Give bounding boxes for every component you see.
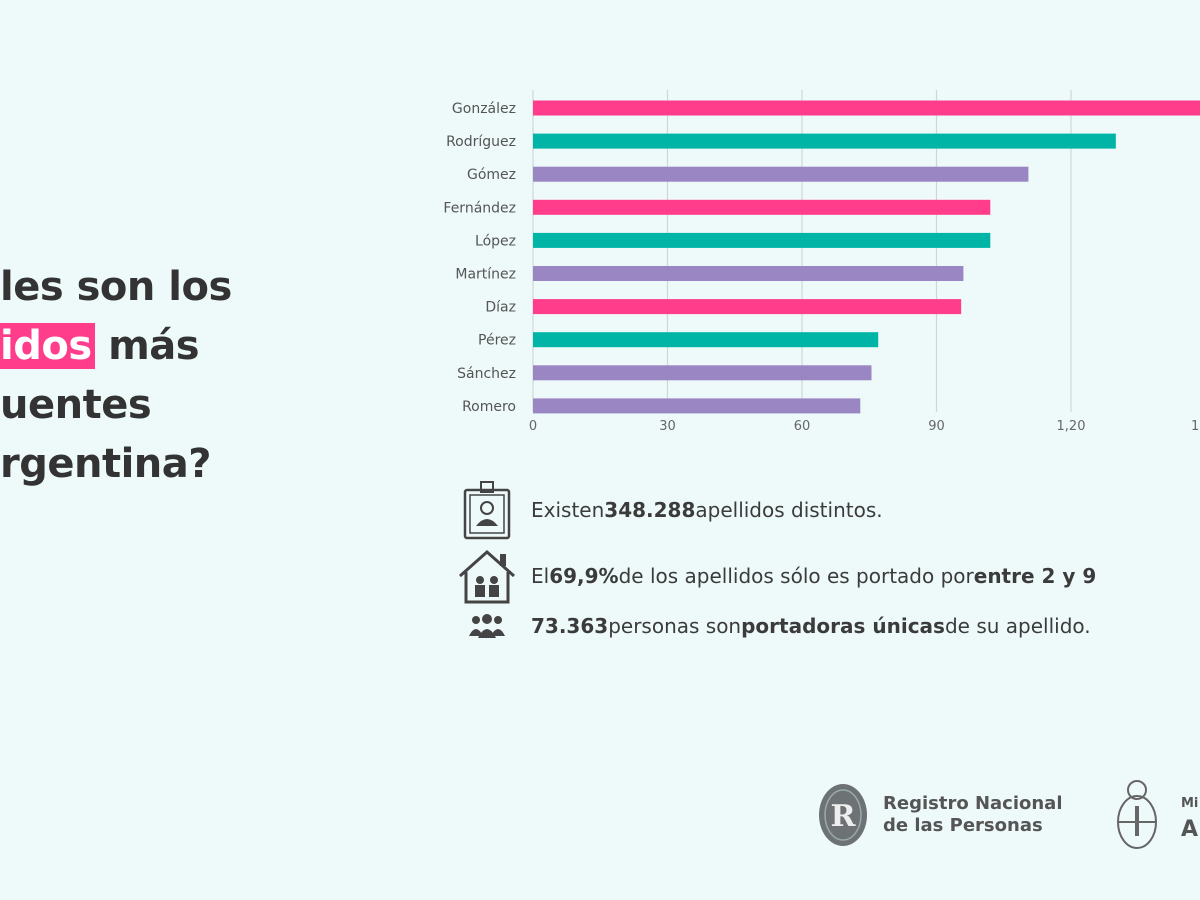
headline-line-2: idos más <box>0 317 232 376</box>
bar-díaz <box>533 299 962 315</box>
bar-fernández <box>533 199 991 215</box>
category-label: Gómez <box>467 167 516 183</box>
bar-martínez <box>533 266 964 281</box>
bar-rodríguez <box>533 133 1116 149</box>
fact-text: Existen <box>531 498 605 522</box>
renaper-line-2: de las Personas <box>883 815 1043 836</box>
headline-line-1: les son los <box>0 264 232 310</box>
bar-gómez <box>533 166 1029 182</box>
category-label: Sánchez <box>457 366 516 382</box>
headline: les son los idos más uentes rgentina? <box>0 258 232 494</box>
surname-bar-chart: 0 30 60 90 1,20 1,50 González Rodríguez Gómez Fer… <box>443 90 1200 434</box>
fact-text: de los apellidos sólo es portado por <box>618 564 974 588</box>
fact-bold: 348.288 <box>604 498 696 522</box>
id-card-icon <box>455 480 519 540</box>
fact-text: El <box>531 564 550 588</box>
x-tick-label: 60 <box>794 419 811 434</box>
x-tick-label: 1,50 <box>1191 419 1200 434</box>
fact-distinct-surnames: Existen 348.288 apellidos distintos. <box>455 480 883 540</box>
bar-gonzález <box>533 100 1200 116</box>
fact-text: apellidos distintos. <box>695 498 883 522</box>
renaper-name: Registro Nacional de las Personas <box>883 793 1063 837</box>
fact-text: personas son <box>608 614 742 638</box>
renaper-line-1: Registro Nacional <box>883 793 1063 814</box>
bar-pérez <box>533 332 879 348</box>
headline-highlight: idos <box>0 323 95 369</box>
category-label: González <box>452 101 516 117</box>
category-label: Martínez <box>455 267 516 283</box>
ministry-line-1: Mi <box>1181 796 1199 811</box>
renaper-seal-icon: R <box>819 784 867 846</box>
fact-bold: portadoras únicas <box>741 614 945 638</box>
renaper-letter: R <box>831 799 857 834</box>
people-group-icon <box>455 614 519 638</box>
category-label: Rodríguez <box>446 134 516 150</box>
bar-romero <box>533 398 861 414</box>
fact-surname-share: El 69,9% de los apellidos sólo es portad… <box>455 548 1096 604</box>
bar-sánchez <box>533 365 872 381</box>
category-label: López <box>475 233 516 249</box>
category-label: Romero <box>462 399 516 415</box>
headline-line-4: rgentina? <box>0 441 211 487</box>
headline-line-3: uentes <box>0 382 152 428</box>
category-label: Fernández <box>443 200 516 216</box>
x-tick-label: 30 <box>659 419 676 434</box>
fact-bold: entre 2 y 9 <box>973 564 1097 588</box>
fact-bold: 69,9% <box>549 564 619 588</box>
fact-bold: 73.363 <box>531 614 609 638</box>
x-tick-label: 90 <box>928 419 945 434</box>
category-label: Pérez <box>478 333 516 349</box>
bar-lópez <box>533 232 991 248</box>
argentina-coat-of-arms-icon <box>1117 780 1157 849</box>
ministry-logo: Mi A <box>1115 776 1198 858</box>
ministry-line-2: A <box>1181 817 1199 842</box>
headline-line-2-rest: más <box>108 323 200 369</box>
x-tick-label: 1,20 <box>1057 419 1086 434</box>
category-label: Díaz <box>485 300 516 316</box>
fact-unique-bearers: 73.363 personas son portadoras únicas de… <box>455 614 1091 638</box>
ministry-name: Mi A <box>1181 791 1198 843</box>
renaper-logo: R Registro Nacional de las Personas <box>817 782 1063 848</box>
x-tick-label: 0 <box>529 419 537 434</box>
fact-text: de su apellido. <box>944 614 1091 638</box>
house-family-icon <box>455 548 519 604</box>
